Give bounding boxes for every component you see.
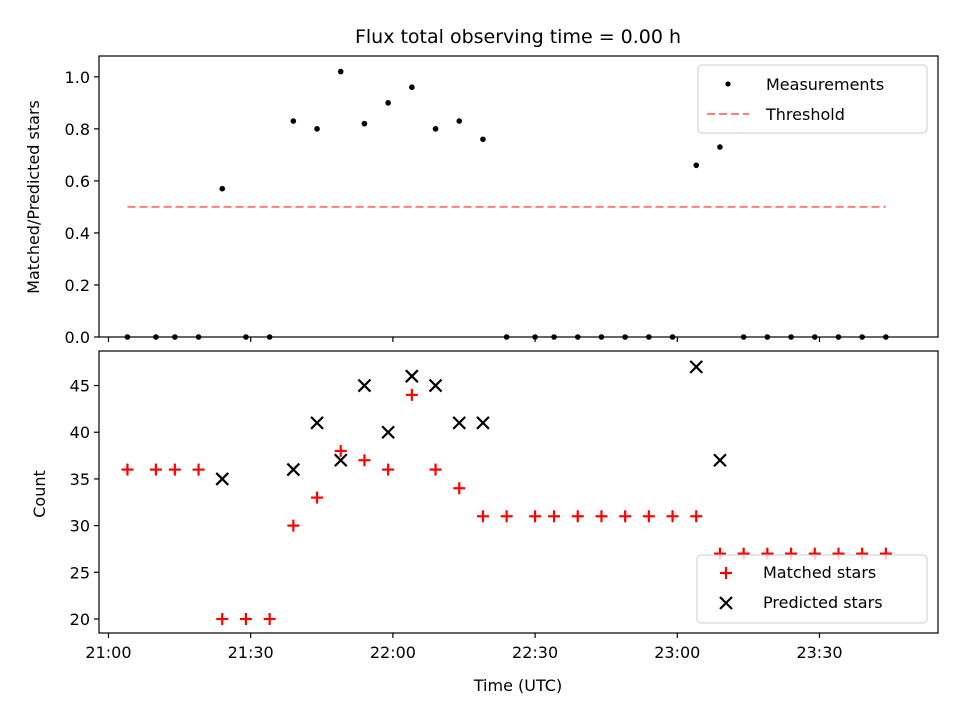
bottom-x-tick-label-2: 22:00 <box>370 643 416 662</box>
matched-star-point <box>121 463 134 476</box>
matched-star-point <box>405 388 418 401</box>
top-y-ticks: 0.0 0.2 0.4 0.6 0.8 1.0 <box>65 68 99 347</box>
predicted-star-point <box>215 472 230 486</box>
matched-star-point <box>263 612 276 625</box>
top-y-tick-label-5: 1.0 <box>65 68 90 87</box>
bottom-legend-box <box>696 554 928 624</box>
matched-star-point <box>192 463 205 476</box>
matched-star-point <box>382 463 395 476</box>
measurement-point <box>456 118 463 124</box>
measurement-point <box>693 162 700 169</box>
predicted-star-point <box>381 425 395 440</box>
top-legend: Measurements Threshold <box>697 64 928 134</box>
legend-measurements-marker <box>725 81 731 87</box>
legend-predicted-marker <box>719 596 733 610</box>
matched-star-point <box>168 463 181 476</box>
matched-star-point <box>239 612 252 625</box>
bottom-x-ticks: 21:00 21:30 22:00 22:30 23:00 23:30 <box>85 633 843 662</box>
top-y-tick-label-2: 0.4 <box>65 224 90 243</box>
matched-star-point <box>453 482 466 495</box>
predicted-stars-series <box>215 360 727 486</box>
measurement-point <box>717 144 723 150</box>
measurement-point <box>432 126 439 132</box>
bottom-x-tick-label-3: 22:30 <box>512 643 558 662</box>
bottom-y-tick-label-1: 25 <box>70 563 90 582</box>
measurement-point <box>337 68 344 75</box>
measurement-point <box>361 120 368 127</box>
predicted-star-point <box>713 453 727 468</box>
matched-star-point <box>311 491 324 504</box>
matched-star-point <box>334 444 347 457</box>
top-y-tick-label-0: 0.0 <box>65 328 90 347</box>
matched-star-point <box>529 510 542 523</box>
predicted-star-point <box>428 378 443 393</box>
bottom-plot-frame <box>98 350 939 634</box>
predicted-star-point <box>333 453 348 468</box>
matched-star-point <box>149 463 162 476</box>
legend-threshold-label: Threshold <box>765 105 845 124</box>
matched-stars-series <box>121 388 892 625</box>
top-x-ticks <box>107 337 821 342</box>
bottom-y-ticks: 20 25 30 35 40 45 <box>70 377 99 629</box>
matched-star-point <box>548 510 561 523</box>
top-y-axis-label: Matched/Predicted stars <box>24 100 43 294</box>
top-legend-box <box>697 64 928 134</box>
predicted-star-point <box>310 416 324 430</box>
top-plot-frame <box>98 55 939 338</box>
predicted-star-point <box>405 369 419 383</box>
bottom-y-tick-label-5: 45 <box>70 377 90 396</box>
top-chart-title: Flux total observing time = 0.00 h <box>355 26 681 48</box>
matched-star-point <box>690 510 703 523</box>
matched-star-point <box>287 519 300 532</box>
legend-matched-marker <box>720 567 732 579</box>
matched-star-point <box>476 510 489 523</box>
bottom-x-axis-label: Time (UTC) <box>473 676 562 695</box>
matched-star-point <box>666 510 679 523</box>
matched-star-point <box>358 454 371 467</box>
bottom-legend: Matched stars Predicted stars <box>696 554 928 624</box>
measurement-point <box>480 136 486 143</box>
measurement-point <box>219 185 226 192</box>
matched-star-point <box>619 510 632 523</box>
measurement-point <box>409 84 415 91</box>
bottom-x-tick-label-0: 21:00 <box>85 643 131 662</box>
bottom-y-tick-label-0: 20 <box>70 610 90 629</box>
matched-star-point <box>642 510 655 523</box>
legend-predicted-label: Predicted stars <box>763 593 883 612</box>
bottom-panel: Count Time (UTC) 20 25 30 35 40 45 21:00 21:30… <box>30 350 939 695</box>
bottom-x-tick-label-1: 21:30 <box>228 643 274 662</box>
matched-star-point <box>429 463 442 476</box>
top-panel: Flux total observing time = 0.00 h Match… <box>24 26 939 347</box>
bottom-y-tick-label-4: 40 <box>70 423 90 442</box>
matched-star-point <box>500 510 513 523</box>
predicted-star-point <box>476 416 490 430</box>
measurements-series <box>124 68 889 340</box>
predicted-star-point <box>452 416 467 430</box>
bottom-x-tick-label-5: 23:30 <box>796 643 842 662</box>
bottom-x-tick-label-4: 23:00 <box>654 643 700 662</box>
top-y-tick-label-1: 0.2 <box>65 276 90 295</box>
bottom-y-axis-label: Count <box>30 470 49 518</box>
legend-measurements-label: Measurements <box>766 75 884 94</box>
measurement-point <box>385 100 391 106</box>
bottom-y-tick-label-2: 30 <box>70 517 90 536</box>
matched-star-point <box>571 510 584 523</box>
predicted-star-point <box>286 462 301 477</box>
matched-star-point <box>595 510 608 523</box>
measurement-point <box>314 126 320 132</box>
legend-matched-label: Matched stars <box>763 563 876 582</box>
bottom-y-tick-label-3: 35 <box>70 470 90 489</box>
top-y-tick-label-4: 0.8 <box>65 120 90 139</box>
matched-star-point <box>216 612 229 625</box>
predicted-star-point <box>357 378 372 393</box>
predicted-star-point <box>689 360 704 374</box>
top-y-tick-label-3: 0.6 <box>65 172 90 191</box>
measurement-point <box>290 118 297 124</box>
